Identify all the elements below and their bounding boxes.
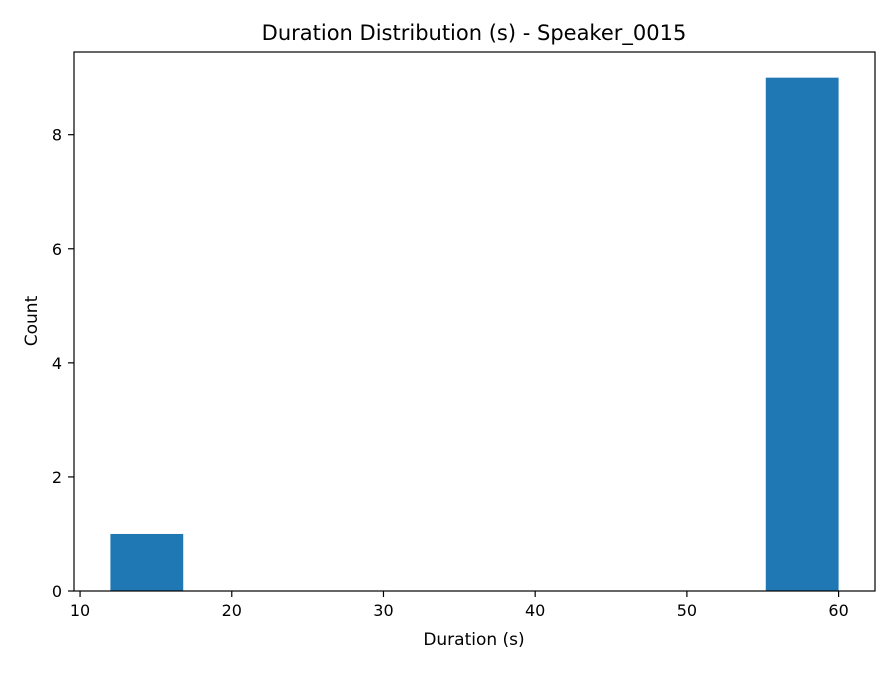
x-axis-label: Duration (s)	[423, 630, 524, 650]
x-tick-label: 50	[677, 601, 697, 620]
histogram-bar-0	[110, 533, 184, 591]
x-tick-label: 30	[373, 601, 393, 620]
y-tick-label: 0	[52, 582, 62, 601]
y-tick-label: 8	[52, 126, 62, 145]
y-tick-label: 2	[52, 468, 62, 487]
x-tick-label: 40	[525, 601, 545, 620]
y-axis-label: Count	[22, 295, 42, 346]
y-tick-label: 4	[52, 354, 62, 373]
x-axis-ticks: 10 20 30 40 50 60	[70, 591, 849, 620]
x-tick-label: 20	[222, 601, 242, 620]
chart-title: Duration Distribution (s) - Speaker_0015	[262, 21, 687, 46]
x-tick-label: 60	[828, 601, 848, 620]
plot-frame	[73, 51, 876, 592]
histogram-bar-9	[765, 77, 839, 591]
x-tick-label: 10	[70, 601, 90, 620]
y-axis-ticks: 0 2 4 6 8	[52, 126, 74, 601]
y-tick-label: 6	[52, 240, 62, 259]
bars-group	[110, 77, 839, 591]
